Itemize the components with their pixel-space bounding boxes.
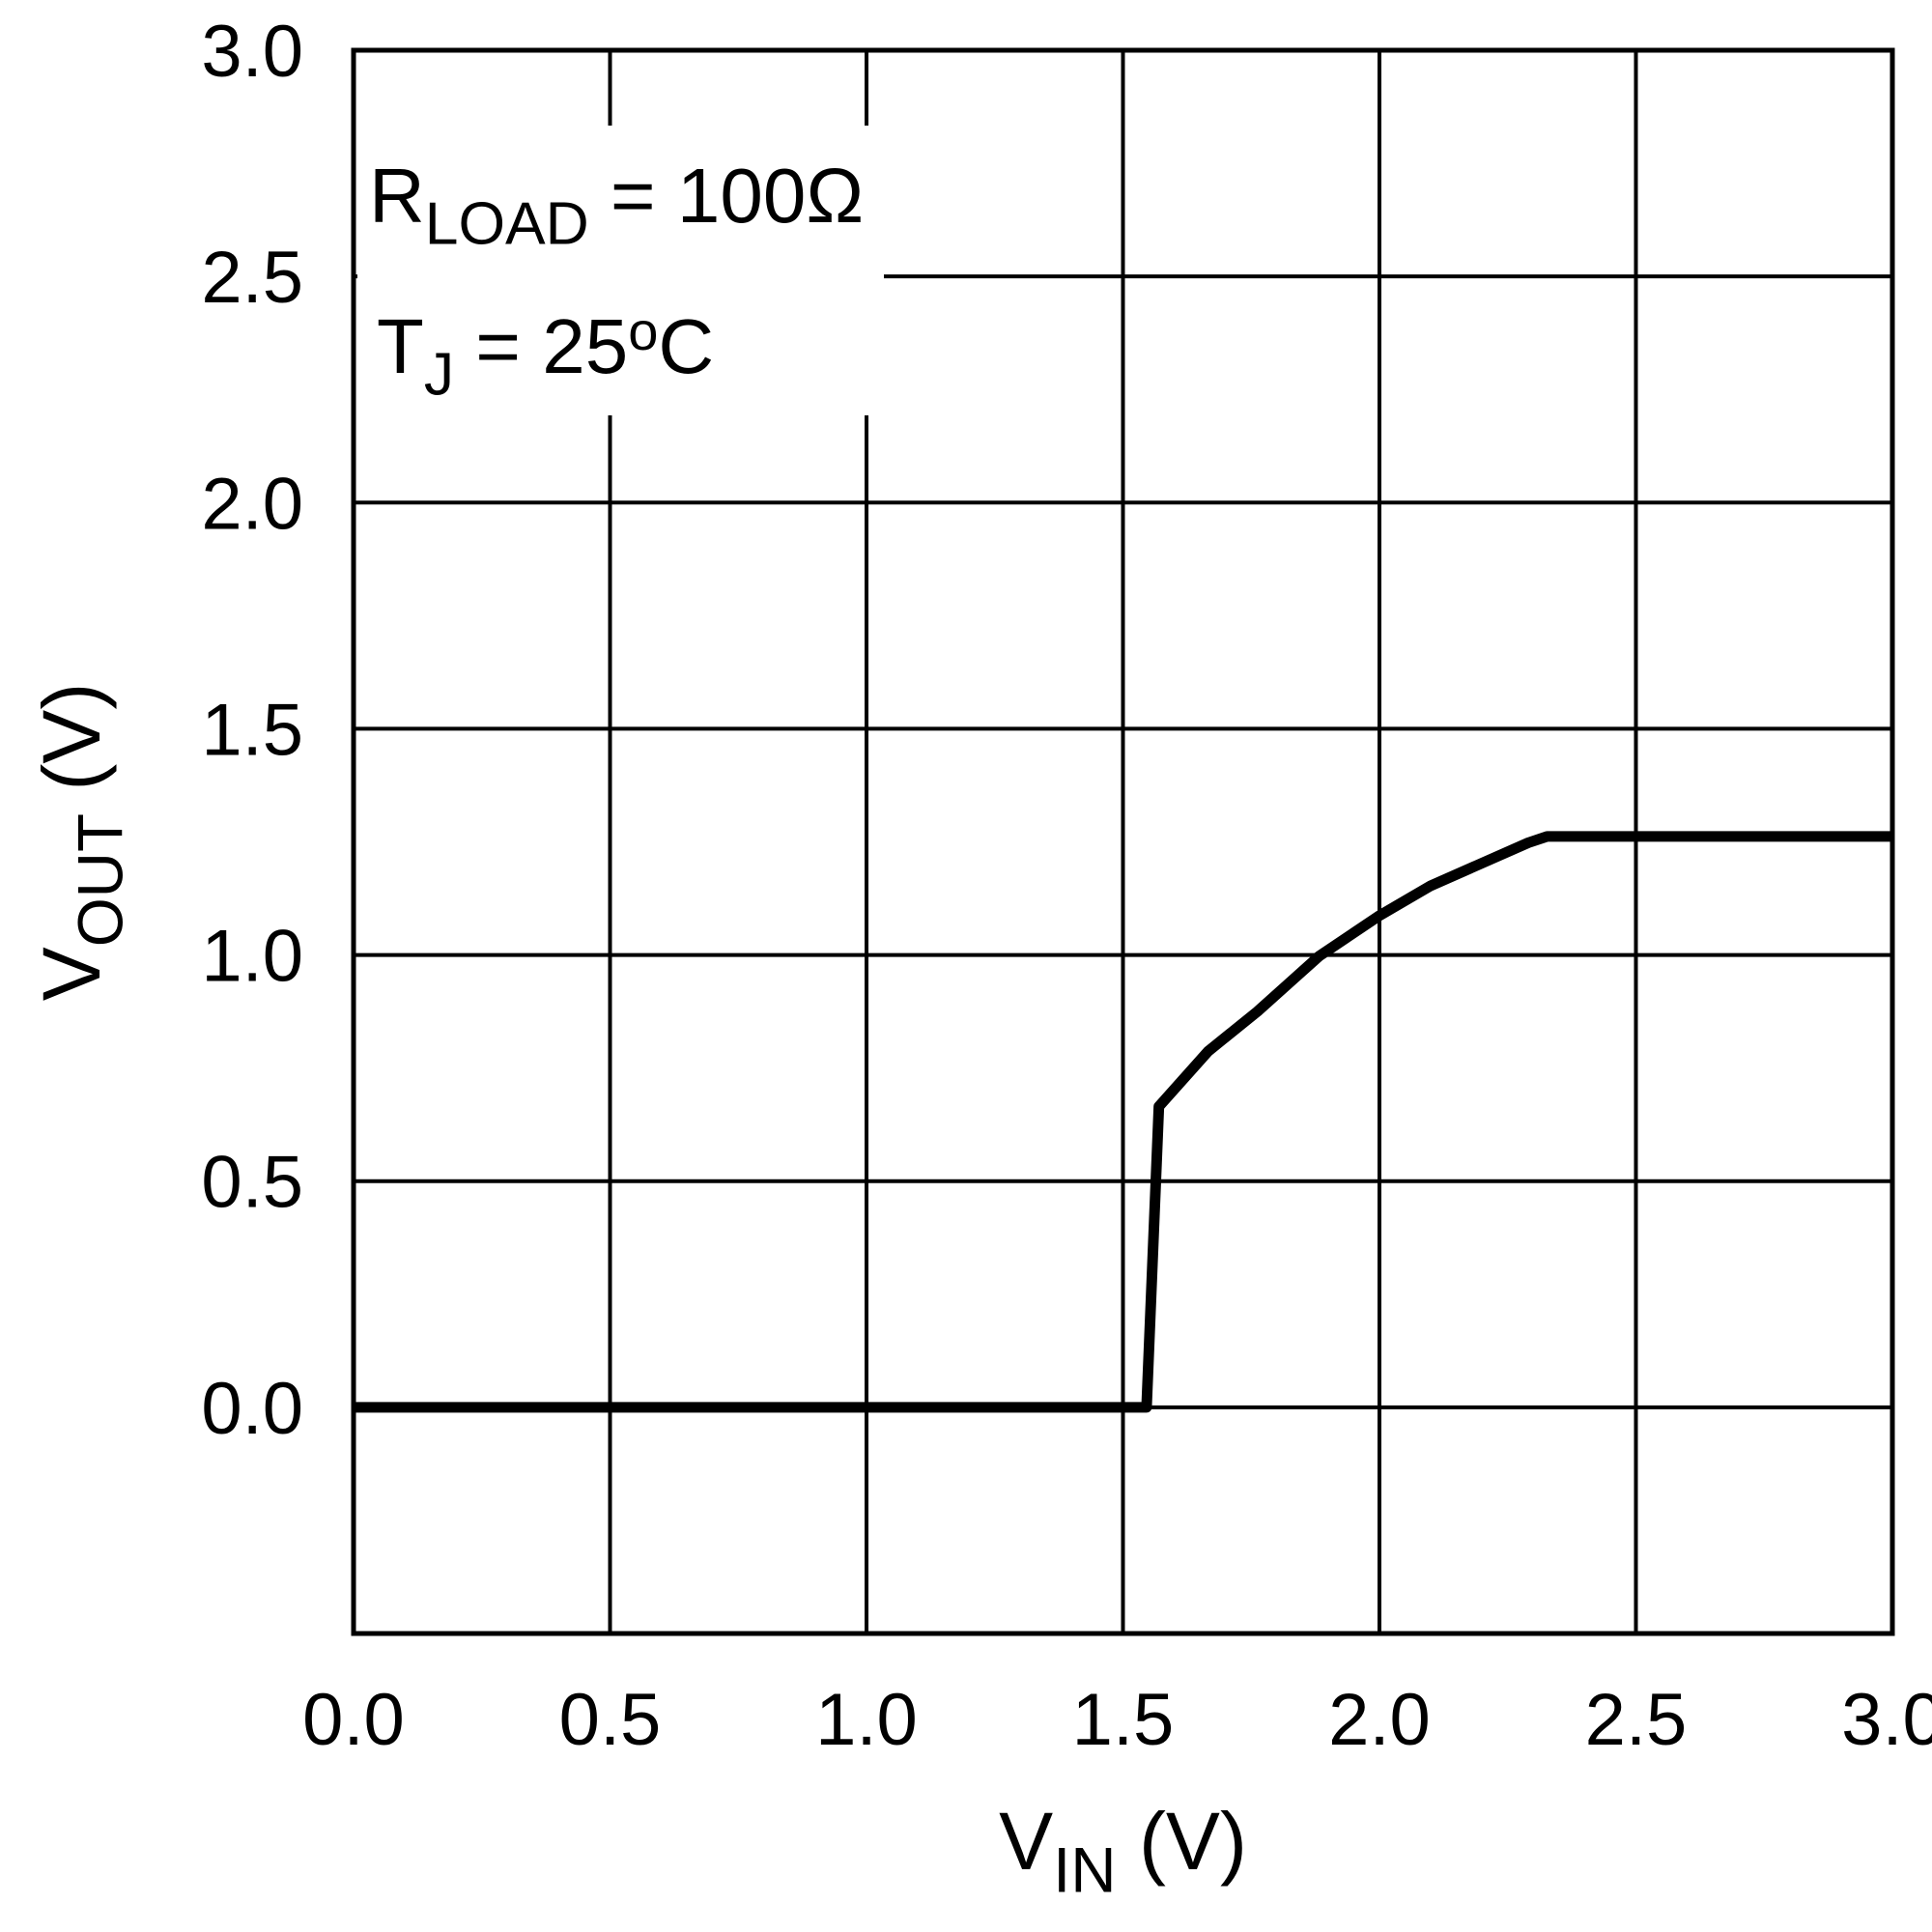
x-tick-label: 0.0 (302, 1679, 405, 1761)
x-axis-title-main: V (999, 1796, 1053, 1887)
plot-frame (351, 47, 1895, 1636)
x-tick-label: 1.0 (815, 1679, 918, 1761)
y-axis-title-main: V (26, 947, 117, 1001)
x-tick-label: 0.5 (559, 1679, 662, 1761)
data-line (354, 831, 1892, 1413)
y-tick-label: 0.5 (201, 1142, 303, 1224)
x-axis-title: VIN (V) (999, 1796, 1247, 1906)
annotation-rest: = 100Ω (589, 153, 864, 239)
y-tick-label: 1.5 (201, 689, 303, 771)
y-tick-label: 0.0 (201, 1368, 303, 1450)
x-axis-title-sub: IN (1053, 1835, 1117, 1906)
x-axis-title-rest: (V) (1117, 1796, 1247, 1887)
y-axis-title: VOUT (V) (26, 683, 136, 1002)
annotation: RLOAD = 100Ω (369, 153, 864, 257)
annotation-rest: = 25 (454, 303, 628, 389)
annotation-main: R (369, 153, 425, 239)
annotation-backdrop (357, 126, 884, 415)
annotation-sup: o (628, 300, 658, 361)
x-tick-label: 3.0 (1841, 1679, 1932, 1761)
y-axis-title-rest: (V) (26, 683, 117, 813)
annotation-sub: LOAD (425, 190, 589, 257)
annotation-sub: J (424, 341, 454, 408)
x-tick-label: 2.5 (1585, 1679, 1688, 1761)
x-tick-label: 1.5 (1072, 1679, 1175, 1761)
y-tick-label: 3.0 (201, 11, 303, 93)
x-tick-label: 2.0 (1328, 1679, 1431, 1761)
annotation-end: C (658, 303, 714, 389)
y-tick-label: 2.0 (201, 463, 303, 545)
annotation-main: T (377, 303, 424, 389)
y-tick-label: 1.0 (201, 916, 303, 998)
y-axis-title-sub: OUT (66, 813, 136, 947)
annotation: TJ = 25oC (377, 300, 714, 408)
y-tick-label: 2.5 (201, 237, 303, 319)
